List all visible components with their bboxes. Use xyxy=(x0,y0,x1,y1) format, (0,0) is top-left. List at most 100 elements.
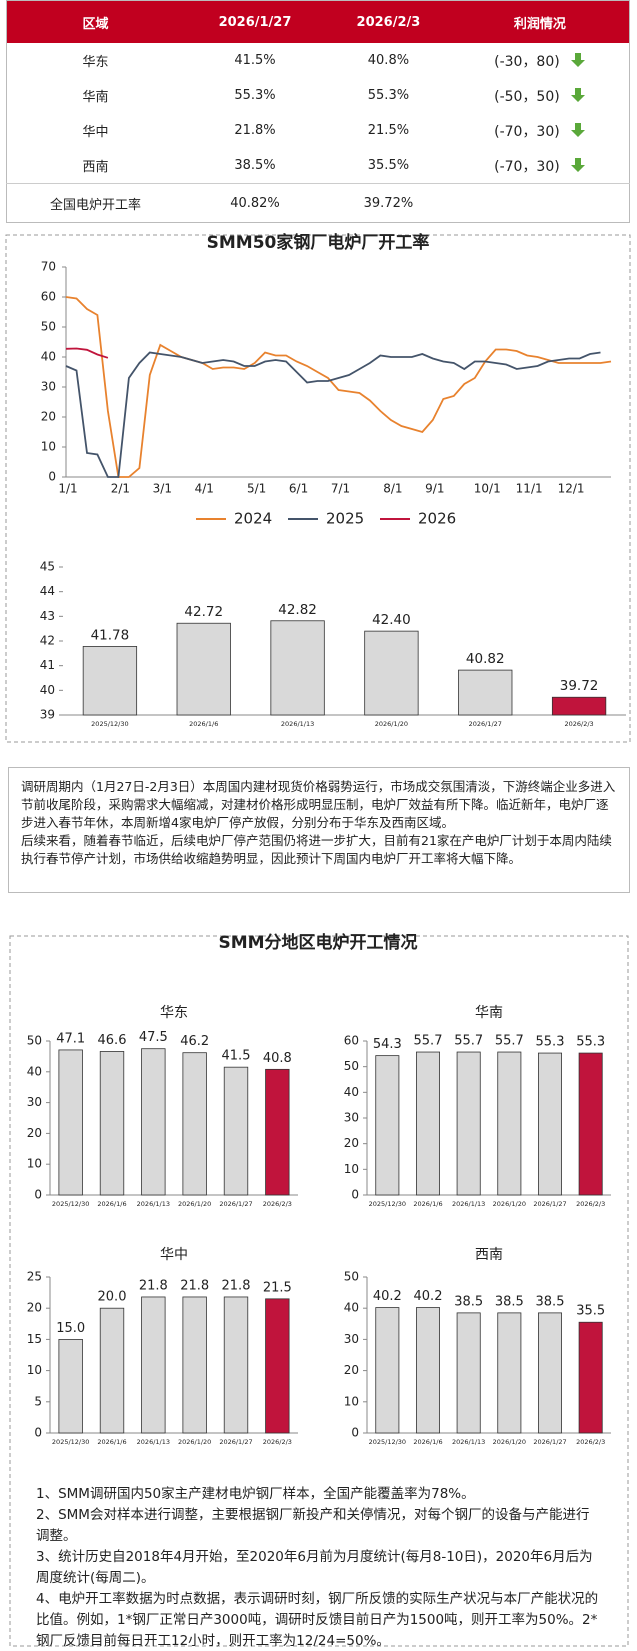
table-cell: 21.5% xyxy=(326,113,451,148)
y-tick-label: 0 xyxy=(351,1426,359,1440)
x-tick-label: 2026/1/6 xyxy=(413,1200,442,1208)
value-label: 38.5 xyxy=(454,1294,483,1309)
chart-title: 华中 xyxy=(160,1247,188,1263)
value-label: 55.7 xyxy=(454,1034,483,1049)
cell-text: 41.5% xyxy=(234,53,276,68)
table-cell: 40.82% xyxy=(183,183,326,223)
y-tick-label: 10 xyxy=(41,440,56,454)
y-tick-label: 41 xyxy=(40,658,55,672)
y-tick-label: 40 xyxy=(41,350,56,364)
y-tick-label: 20 xyxy=(344,1363,359,1377)
bar xyxy=(141,1296,166,1434)
value-label: 42.72 xyxy=(184,604,223,620)
cell-text: 华中 xyxy=(82,125,109,140)
y-tick-label: 60 xyxy=(344,1034,359,1048)
bar xyxy=(265,1298,290,1434)
y-tick-label: 0 xyxy=(351,1188,359,1202)
x-tick-label: 2026/2/3 xyxy=(564,720,593,728)
y-tick-label: 60 xyxy=(41,290,56,304)
table-cell: 全国电炉开工率 xyxy=(6,183,184,223)
table-row: 华南 55.3% 55.3% (-50，50) xyxy=(7,78,630,113)
section-title: SMM分地区电炉开工情况 xyxy=(218,932,417,953)
y-tick-label: 20 xyxy=(41,410,56,424)
x-tick-label: 2026/1/20 xyxy=(493,1438,526,1446)
cell-text: 55.3% xyxy=(367,88,410,103)
y-tick-label: 45 xyxy=(40,560,55,574)
legend-label: 2025 xyxy=(326,510,364,528)
bar xyxy=(578,1052,603,1196)
bar xyxy=(141,1048,166,1196)
y-tick-label: 40 xyxy=(40,683,55,697)
x-tick-label: 2025/12/30 xyxy=(91,720,128,728)
cell-text: 40.82% xyxy=(230,195,280,211)
x-tick-label: 6/1 xyxy=(289,482,308,496)
value-label: 55.3 xyxy=(536,1035,565,1050)
value-label: 41.78 xyxy=(91,627,130,643)
y-tick-label: 15 xyxy=(27,1332,42,1346)
paragraph: 后续来看，随着春节临近，后续电炉厂停产范围仍将进一步扩大，目前有21家在产电炉厂… xyxy=(21,833,612,866)
table-cell: (-30，80) xyxy=(451,43,630,78)
bar xyxy=(416,1051,440,1196)
table-cell: 55.3% xyxy=(326,78,451,113)
table-row: 华中 21.8% 21.5% (-70，30) xyxy=(7,113,630,148)
value-label: 21.8 xyxy=(180,1278,209,1293)
x-tick-label: 2026/1/13 xyxy=(452,1200,485,1208)
value-label: 42.40 xyxy=(372,612,411,628)
y-tick-label: 40 xyxy=(27,1064,42,1078)
header-cell: 利润情况 xyxy=(450,0,630,43)
x-tick-label: 7/1 xyxy=(331,482,350,496)
value-label: 39.72 xyxy=(560,678,599,694)
value-label: 55.7 xyxy=(495,1034,524,1049)
y-tick-label: 10 xyxy=(344,1394,359,1408)
x-tick-label: 2026/1/6 xyxy=(189,720,218,728)
y-tick-label: 10 xyxy=(27,1363,42,1377)
chart-title: 华东 xyxy=(160,1005,188,1021)
value-label: 35.5 xyxy=(576,1304,605,1319)
y-tick-label: 44 xyxy=(40,584,55,598)
x-tick-label: 2026/1/27 xyxy=(469,720,502,728)
legend-label: 2026 xyxy=(418,510,456,528)
note: 2、SMM会对样本进行调整，主要根据钢厂新投产和关停情况，对每个钢厂的设备与产能… xyxy=(36,1507,590,1544)
series-line xyxy=(65,347,109,359)
cell-text: (-70，30) xyxy=(494,123,560,140)
bar xyxy=(538,1052,562,1196)
value-label: 47.1 xyxy=(56,1031,85,1046)
x-tick-label: 9/1 xyxy=(425,482,444,496)
cell-text: 40.8% xyxy=(367,53,410,68)
bar xyxy=(99,1051,125,1196)
table-cell: 21.8% xyxy=(184,113,326,148)
value-label: 55.3 xyxy=(576,1035,605,1050)
value-label: 42.82 xyxy=(278,602,317,618)
chart-title: 西南 xyxy=(475,1247,503,1263)
bar xyxy=(375,1307,400,1434)
value-label: 38.5 xyxy=(495,1294,524,1309)
value-label: 40.82 xyxy=(466,651,505,667)
bar xyxy=(375,1055,400,1196)
y-tick-label: 10 xyxy=(27,1157,42,1171)
x-tick-label: 4/1 xyxy=(195,482,214,496)
down-arrow-icon xyxy=(570,87,585,102)
cell-text: (-50，50) xyxy=(494,88,560,105)
bar xyxy=(364,630,419,716)
x-tick-label: 2026/1/13 xyxy=(137,1438,170,1446)
series-line xyxy=(65,351,601,478)
x-tick-label: 2026/1/20 xyxy=(493,1200,526,1208)
x-tick-label: 2026/1/13 xyxy=(452,1438,485,1446)
cell-text: 21.8% xyxy=(234,123,276,138)
value-label: 38.5 xyxy=(536,1294,565,1309)
x-tick-label: 2026/2/3 xyxy=(576,1200,605,1208)
table-cell: 40.8% xyxy=(326,43,451,78)
header-cell: 区域 xyxy=(6,0,184,43)
x-tick-label: 2025/12/30 xyxy=(52,1438,89,1446)
x-tick-label: 12/1 xyxy=(558,482,585,496)
x-tick-label: 2026/1/27 xyxy=(219,1438,252,1446)
cell-text: 全国电炉开工率 xyxy=(49,197,141,213)
y-tick-label: 50 xyxy=(27,1034,42,1048)
table-cell: 西南 xyxy=(7,148,184,184)
down-arrow-icon xyxy=(570,122,585,137)
table-cell: (-50，50) xyxy=(451,78,630,113)
table-body: 华东 41.5% 40.8% (-30，80) 华南 55.3% 55.3% (-50，50)… xyxy=(6,43,630,223)
y-tick-label: 30 xyxy=(27,1095,42,1109)
bar xyxy=(82,646,138,716)
